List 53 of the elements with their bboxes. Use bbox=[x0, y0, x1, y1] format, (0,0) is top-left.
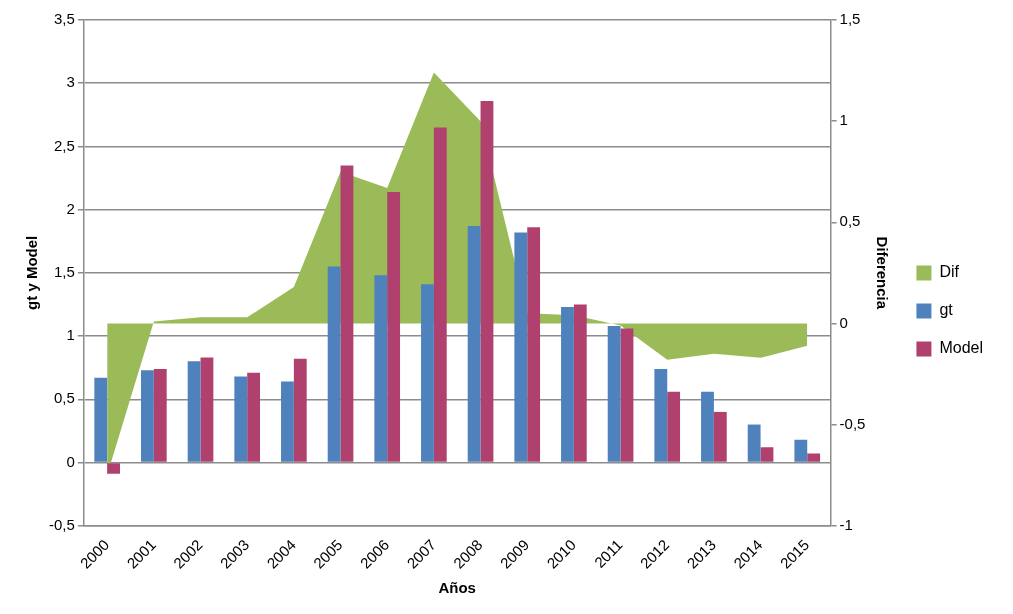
bar bbox=[654, 368, 668, 462]
bar bbox=[480, 100, 494, 462]
bar bbox=[200, 357, 214, 462]
bar bbox=[94, 377, 108, 462]
y2-tick-label: 1,5 bbox=[839, 10, 861, 28]
bar bbox=[247, 372, 261, 462]
y-tick-label: 1 bbox=[66, 326, 75, 344]
y2-axis-title: Diferencia bbox=[874, 236, 892, 310]
bar bbox=[281, 381, 294, 462]
bar bbox=[340, 165, 354, 462]
y2-tick-label: 1 bbox=[839, 111, 848, 129]
bar bbox=[514, 232, 528, 462]
bar bbox=[561, 306, 574, 462]
y-tick-label: 2,5 bbox=[53, 136, 75, 154]
bar bbox=[387, 191, 401, 462]
bar bbox=[667, 391, 681, 462]
y-axis-title: gt y Model bbox=[23, 235, 41, 310]
bar bbox=[293, 358, 307, 462]
bar bbox=[747, 424, 761, 462]
y-tick-label: -0,5 bbox=[48, 515, 75, 533]
y2-tick-label: 0,5 bbox=[839, 212, 861, 230]
y2-tick-label: 0 bbox=[839, 313, 848, 331]
bar bbox=[374, 275, 388, 462]
y2-tick-label: -0,5 bbox=[839, 414, 866, 432]
x-axis-title: Años bbox=[438, 579, 476, 597]
bar bbox=[107, 463, 121, 474]
bar bbox=[433, 127, 447, 462]
bar bbox=[760, 447, 774, 462]
bar bbox=[141, 370, 154, 462]
bar bbox=[713, 411, 727, 462]
bar bbox=[607, 325, 621, 462]
bar bbox=[153, 368, 167, 462]
y-tick-label: 3 bbox=[66, 73, 75, 91]
bar bbox=[327, 266, 341, 462]
bar bbox=[467, 226, 481, 462]
y-tick-label: 0,5 bbox=[53, 389, 75, 407]
bar bbox=[573, 304, 587, 462]
legend-label: gt bbox=[939, 301, 954, 319]
bar bbox=[701, 391, 714, 462]
y-tick-label: 3,5 bbox=[53, 10, 75, 28]
legend-label: Model bbox=[939, 339, 983, 357]
bar bbox=[421, 284, 434, 462]
bar bbox=[794, 439, 808, 462]
bar bbox=[527, 227, 541, 462]
y-tick-label: 0 bbox=[66, 452, 75, 470]
bar bbox=[620, 328, 634, 462]
y2-tick-label: -1 bbox=[839, 515, 853, 533]
y-tick-label: 2 bbox=[66, 199, 75, 217]
bar bbox=[187, 361, 201, 462]
legend-label: Dif bbox=[939, 263, 960, 281]
bar bbox=[807, 453, 821, 462]
bar bbox=[234, 376, 248, 462]
y-tick-label: 1,5 bbox=[53, 262, 75, 280]
